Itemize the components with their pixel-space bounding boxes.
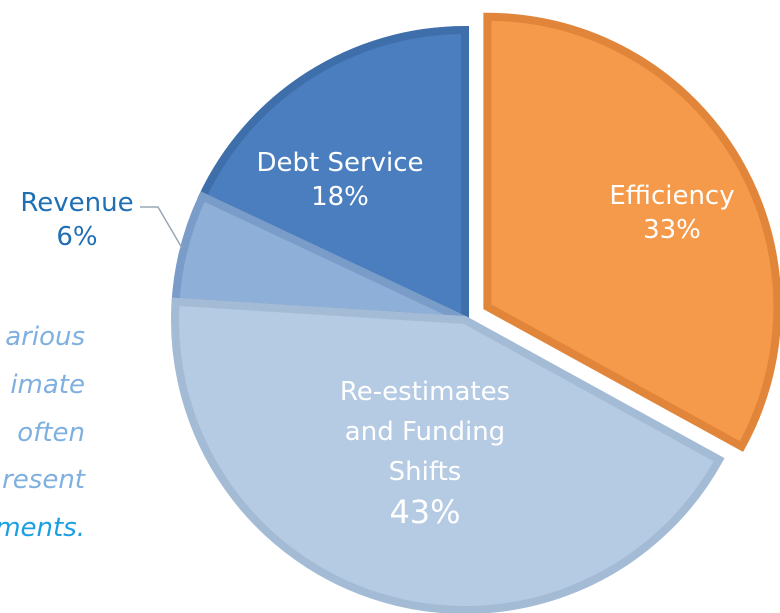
category-label: Debt Service — [256, 148, 424, 178]
category-label: Re-estimates and Funding Shifts — [339, 377, 511, 487]
annotation-line: arious — [5, 322, 85, 352]
leader-line — [140, 206, 183, 249]
slice-label: Efficiency 33% — [609, 179, 734, 247]
category-label: Revenue — [20, 188, 134, 218]
annotation-line: often — [17, 418, 85, 448]
pie-slice — [483, 12, 780, 452]
value-label: 43% — [389, 493, 461, 531]
value-label: 33% — [643, 215, 701, 245]
value-label: 18% — [311, 182, 369, 212]
category-label: Efficiency — [609, 181, 735, 211]
slice-label: Revenue 6% — [20, 186, 133, 254]
value-label: 6% — [56, 222, 98, 252]
annotation-line: ments. — [0, 513, 85, 543]
pie-slice — [171, 297, 725, 613]
annotation-line: imate — [10, 370, 85, 400]
pie-slice — [197, 25, 469, 327]
slice-label: Debt Service 18% — [256, 146, 423, 214]
annotation-line: resent — [2, 465, 85, 495]
slice-label: Re-estimates and Funding Shifts 43% — [320, 372, 530, 532]
